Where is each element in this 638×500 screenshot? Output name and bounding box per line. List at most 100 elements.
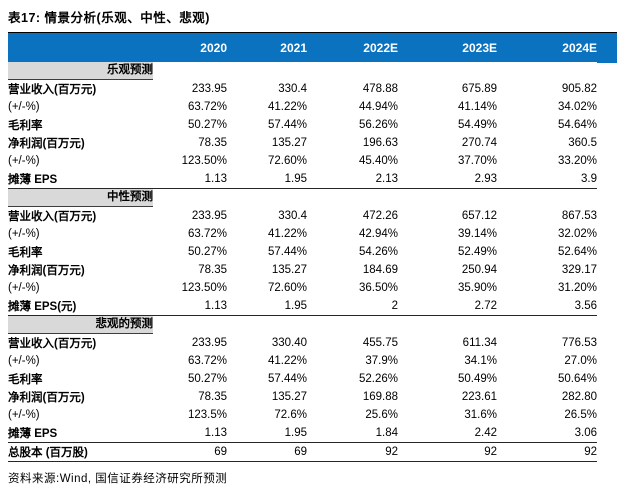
column-header-2022e: 2022E (307, 32, 398, 62)
cell-value: 57.44% (267, 246, 307, 258)
report-page: 表17: 情景分析(乐观、中性、悲观) 2020 2021 2022E 2023… (8, 11, 617, 485)
cell-value: 233.95 (191, 210, 227, 222)
cell-value: 196.63 (362, 137, 398, 149)
cell-value: 72.60% (267, 282, 307, 294)
table-row: (+/-%) 63.72% 41.22% 42.94% 39.14% 32.02% (8, 225, 597, 243)
cell-value: 78.35 (198, 391, 227, 403)
cell-value: 52.26% (358, 373, 398, 385)
cell-value: 63.72% (187, 355, 227, 367)
cell-value: 135.27 (271, 137, 307, 149)
cell-value: 72.60% (267, 155, 307, 167)
cell-value: 92 (497, 442, 597, 462)
cell-value: 27.0% (564, 355, 597, 367)
table-row: 净利润(百万元) 78.35 135.27 184.69 250.94 329.17 (8, 261, 597, 279)
cell-value: 1.13 (158, 297, 227, 316)
scenario-table-wrap: 2020 2021 2022E 2023E 2024E 乐观预测 营业收入(百万元… (8, 32, 617, 462)
cell-value: 3.56 (497, 297, 597, 316)
table-row: (+/-%) 123.50% 72.60% 36.50% 35.90% 31.20% (8, 279, 597, 297)
cell-value: 45.40% (358, 155, 398, 167)
cell-value: 31.20% (557, 282, 597, 294)
cell-value: 330.4 (278, 210, 307, 222)
row-label: (+/-%) (8, 155, 40, 167)
cell-value: 233.95 (191, 337, 227, 349)
section-header-row: 乐观预测 (8, 62, 597, 80)
cell-value: 36.50% (358, 282, 398, 294)
table-row: 摊薄 EPS 1.13 1.95 2.13 2.93 3.9 (8, 170, 597, 189)
table-row: 总股本 (百万股) 69 69 92 92 92 (8, 442, 597, 462)
cell-value: 3.06 (497, 424, 597, 443)
table-row: 净利润(百万元) 78.35 135.27 196.63 270.74 360.5 (8, 134, 597, 152)
cell-value: 72.6% (274, 409, 307, 421)
cell-value: 867.53 (561, 210, 597, 222)
cell-value: 54.49% (457, 119, 497, 131)
section-label: 中性预测 (8, 189, 153, 207)
cell-value: 123.5% (187, 409, 227, 421)
table-row: 营业收入(百万元) 233.95 330.4 472.26 657.12 867.53 (8, 207, 597, 225)
source-note: 资料来源:Wind, 国信证券经济研究所预测 (8, 473, 228, 485)
cell-value: 233.95 (191, 83, 227, 95)
section-label: 悲观的预测 (8, 316, 153, 334)
cell-value: 54.26% (358, 246, 398, 258)
table-row: 营业收入(百万元) 233.95 330.4 478.88 675.89 905.82 (8, 80, 597, 98)
column-header-2021: 2021 (227, 32, 307, 62)
table-row: 摊薄 EPS(元) 1.13 1.95 2 2.72 3.56 (8, 297, 597, 316)
cell-value: 33.20% (557, 155, 597, 167)
section-label: 乐观预测 (8, 62, 153, 80)
cell-value: 905.82 (561, 83, 597, 95)
cell-value: 2.13 (307, 170, 398, 189)
cell-value: 455.75 (362, 337, 398, 349)
cell-value: 2 (307, 297, 398, 316)
section-header-row: 中性预测 (8, 189, 597, 207)
cell-value: 57.44% (267, 119, 307, 131)
cell-value: 776.53 (561, 337, 597, 349)
cell-value: 330.40 (271, 337, 307, 349)
header-blue-extension (597, 32, 617, 63)
table-row: 净利润(百万元) 78.35 135.27 169.88 223.61 282.80 (8, 388, 597, 406)
cell-value: 42.94% (358, 228, 398, 240)
cell-value: 123.50% (181, 155, 227, 167)
cell-value: 2.42 (398, 424, 497, 443)
cell-value: 41.22% (267, 355, 307, 367)
cell-value: 50.27% (187, 373, 227, 385)
column-header-2023e: 2023E (398, 32, 497, 62)
table-body: 乐观预测 营业收入(百万元) 233.95 330.4 478.88 675.89 905.… (8, 62, 597, 462)
table-row: 毛利率 50.27% 57.44% 54.26% 52.49% 52.64% (8, 243, 597, 261)
cell-value: 52.64% (557, 246, 597, 258)
table-row: (+/-%) 123.50% 72.60% 45.40% 37.70% 33.20% (8, 152, 597, 170)
cell-value: 50.64% (557, 373, 597, 385)
row-label: (+/-%) (8, 101, 40, 113)
cell-value: 41.22% (267, 228, 307, 240)
table-header-row: 2020 2021 2022E 2023E 2024E (8, 32, 597, 62)
table-row: 毛利率 50.27% 57.44% 56.26% 54.49% 54.64% (8, 116, 597, 134)
cell-value: 35.90% (457, 282, 497, 294)
table-row: (+/-%) 63.72% 41.22% 37.9% 34.1% 27.0% (8, 352, 597, 370)
cell-value: 123.50% (181, 282, 227, 294)
cell-value: 37.70% (457, 155, 497, 167)
cell-value: 250.94 (461, 264, 497, 276)
table-row: 毛利率 50.27% 57.44% 52.26% 50.49% 50.64% (8, 370, 597, 388)
cell-value: 37.9% (365, 355, 398, 367)
cell-value: 34.1% (464, 355, 497, 367)
row-label: 摊薄 EPS(元) (8, 297, 158, 316)
cell-value: 223.61 (461, 391, 497, 403)
cell-value: 2.93 (398, 170, 497, 189)
row-label: (+/-%) (8, 355, 40, 367)
cell-value: 31.6% (464, 409, 497, 421)
row-label: 净利润(百万元) (8, 138, 85, 150)
cell-value: 270.74 (461, 137, 497, 149)
cell-value: 63.72% (187, 228, 227, 240)
cell-value: 50.27% (187, 246, 227, 258)
cell-value: 63.72% (187, 101, 227, 113)
cell-value: 92 (398, 442, 497, 462)
cell-value: 1.84 (307, 424, 398, 443)
cell-value: 50.27% (187, 119, 227, 131)
row-label: 毛利率 (8, 120, 43, 132)
cell-value: 184.69 (362, 264, 398, 276)
column-header-2020: 2020 (158, 32, 227, 62)
table-row: 摊薄 EPS 1.13 1.95 1.84 2.42 3.06 (8, 424, 597, 443)
cell-value: 1.13 (158, 170, 227, 189)
cell-value: 1.95 (227, 170, 307, 189)
row-label: 营业收入(百万元) (8, 338, 97, 350)
table-row: (+/-%) 63.72% 41.22% 44.94% 41.14% 34.02% (8, 98, 597, 116)
cell-value: 56.26% (358, 119, 398, 131)
